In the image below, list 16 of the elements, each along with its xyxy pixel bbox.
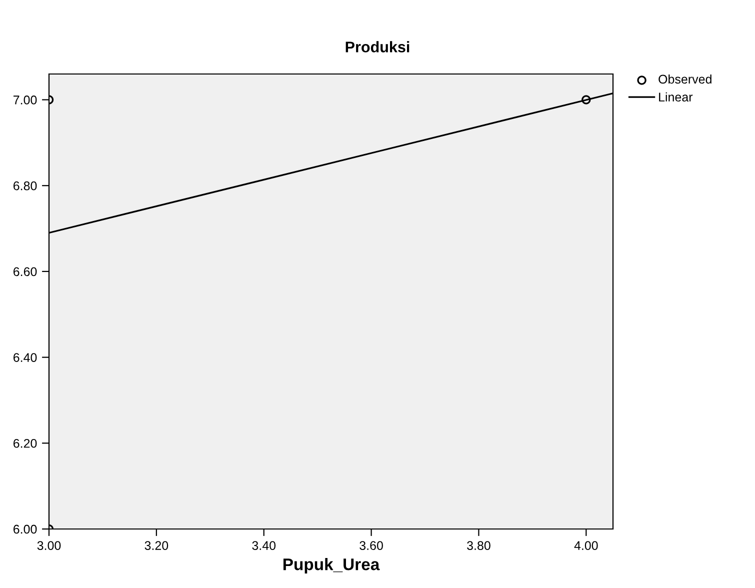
y-tick-label: 6.40 — [14, 353, 37, 362]
y-tick-label: 6.80 — [14, 181, 37, 190]
x-axis-title: Pupuk_Urea — [283, 558, 380, 574]
y-tick-label: 6.00 — [14, 524, 37, 534]
legend-label: Observed — [658, 74, 712, 84]
x-tick-label: 3.00 — [37, 541, 61, 550]
y-tick-label: 7.00 — [14, 96, 37, 104]
legend-label: Linear — [659, 92, 693, 102]
y-tick-label: 6.60 — [14, 267, 37, 276]
x-tick-label: 3.20 — [144, 541, 168, 550]
x-tick-label: 3.60 — [360, 541, 383, 550]
x-tick-label: 4.00 — [574, 541, 598, 550]
x-tick-label: 3.80 — [467, 541, 490, 550]
chart-title: Produksi — [346, 41, 410, 52]
x-tick-label: 3.40 — [252, 541, 276, 550]
y-tick-label: 6.20 — [14, 438, 37, 448]
